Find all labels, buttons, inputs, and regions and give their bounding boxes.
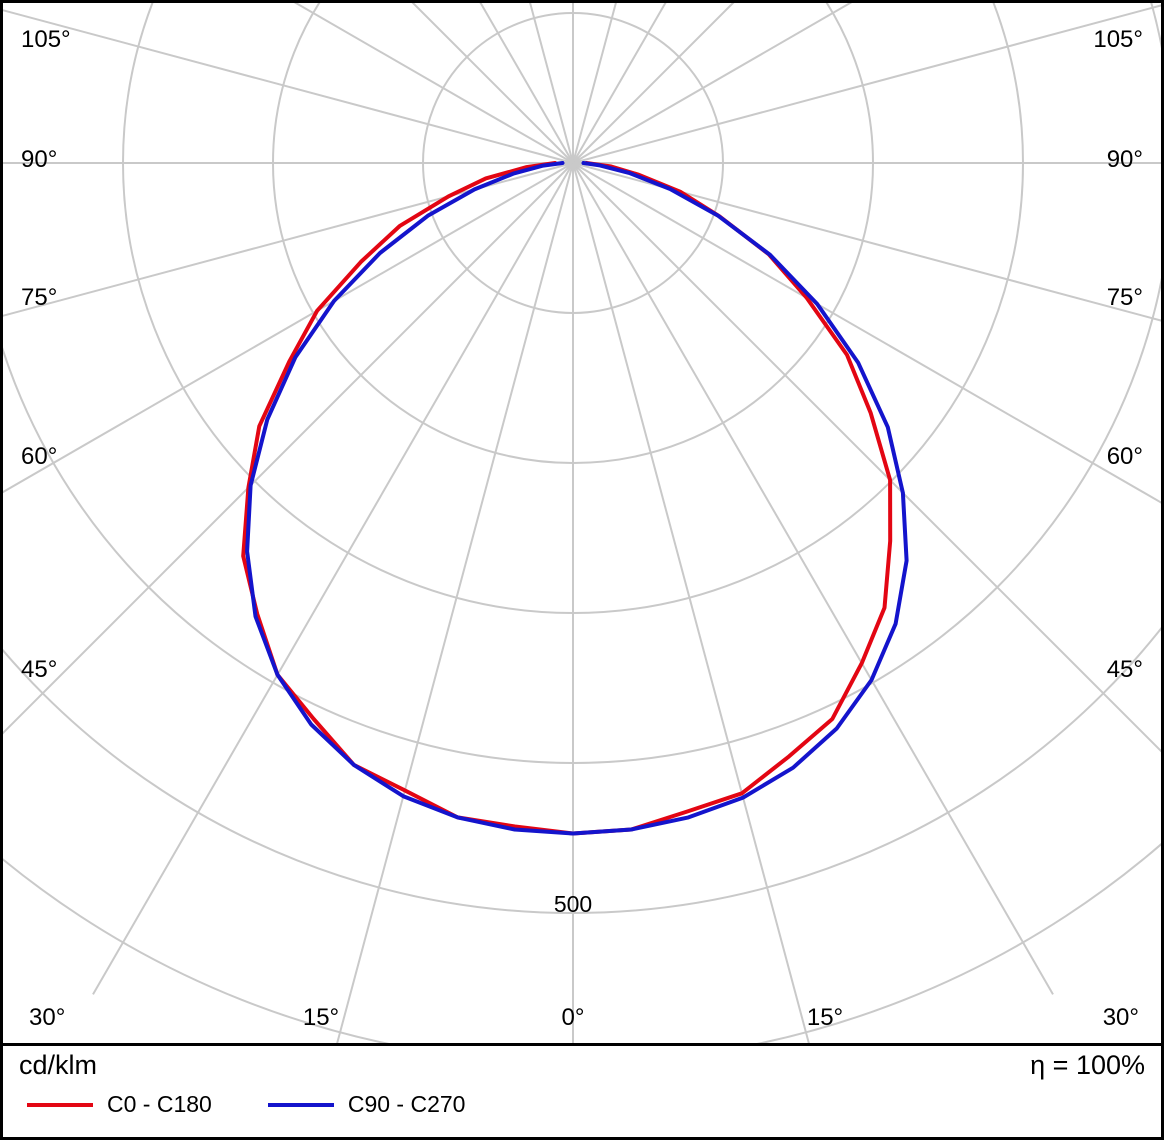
legend-swatch-icon	[267, 1102, 334, 1107]
polar-plot-area: 105° 90° 75° 60° 45° 105° 90° 75° 60° 45° 30° 15° 0°…	[0, 0, 1164, 1046]
angle-label-bottom: 15°	[302, 1004, 340, 1031]
angle-label-right: 60°	[1106, 443, 1143, 470]
angle-label-right: 75°	[1106, 284, 1143, 311]
polar-chart-svg	[3, 3, 1161, 1043]
angle-label-right: 105°	[1093, 26, 1143, 53]
footer-info-row: cd/klm η = 100%	[19, 1050, 1145, 1081]
legend-item: C0 - C180	[27, 1091, 212, 1118]
legend-swatch-icon	[27, 1102, 93, 1107]
angle-label-bottom: 15°	[806, 1004, 844, 1031]
angle-label-bottom: 30°	[29, 1004, 66, 1031]
legend-item: C90 - C270	[267, 1091, 466, 1118]
legend-label: C0 - C180	[107, 1091, 212, 1117]
radial-gridline-label: 500	[553, 891, 593, 917]
unit-label: cd/klm	[19, 1050, 98, 1080]
footer: cd/klm η = 100% C0 - C180 C90 - C270	[0, 1046, 1164, 1140]
curve-c0-c180	[241, 161, 893, 836]
legend: C0 - C180 C90 - C270	[19, 1091, 1145, 1118]
angle-label-right: 45°	[1106, 656, 1143, 683]
angle-label-right: 90°	[1106, 146, 1143, 173]
angle-label-left: 90°	[21, 146, 58, 173]
angle-label-left: 75°	[21, 284, 58, 311]
polar-grid	[3, 3, 1161, 1043]
curve-c90-c270	[245, 161, 909, 836]
angle-label-bottom: 0°	[561, 1004, 585, 1031]
angle-label-bottom: 30°	[1102, 1004, 1139, 1031]
angle-label-left: 60°	[21, 443, 58, 470]
angle-label-left: 45°	[21, 656, 58, 683]
legend-label: C90 - C270	[347, 1091, 466, 1117]
angle-label-left: 105°	[21, 26, 71, 53]
efficiency-label: η = 100%	[1030, 1050, 1145, 1080]
